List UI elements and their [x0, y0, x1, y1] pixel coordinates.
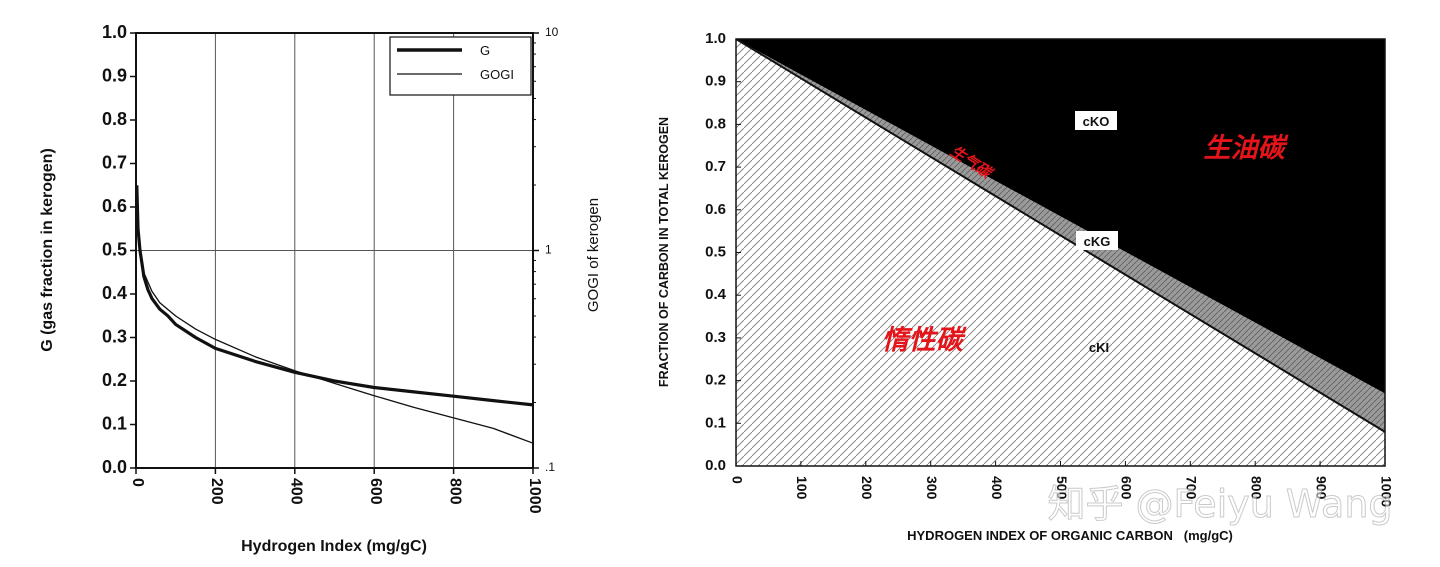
series-line-g — [135, 185, 534, 407]
y2-tick-label: .1 — [545, 460, 555, 474]
x-tick-label: 600 — [367, 478, 384, 505]
y-tick-label: 0.9 — [102, 65, 127, 85]
y-tick-label: 0.2 — [705, 372, 726, 389]
y-tick-label: 0.2 — [102, 370, 127, 390]
y-tick-label: 0.8 — [705, 115, 726, 132]
y2-tick-label: 1 — [545, 243, 552, 257]
label-oil-carbon: 生油碳 — [1204, 133, 1289, 164]
region-cki — [736, 39, 1385, 466]
label-ckg-text: cKG — [1084, 234, 1111, 249]
x-tick-label: 1000 — [526, 478, 543, 514]
x-tick-label: 1000 — [1378, 476, 1394, 507]
x-tick-label: 200 — [208, 478, 225, 505]
legend-label-g: G — [480, 43, 490, 58]
x-tick-label: 200 — [859, 476, 875, 500]
x-tick-label: 100 — [794, 476, 810, 500]
x-tick-label: 900 — [1313, 476, 1329, 500]
label-cko-text: cKO — [1083, 114, 1110, 129]
label-ckg-bg — [1076, 231, 1118, 250]
y-tick-label: 0.6 — [102, 196, 127, 216]
y-tick-label: 0.7 — [705, 158, 726, 175]
right-x-ticks: 0 100 200 300 400 500 600 700 800 900 1000 — [729, 461, 1394, 507]
label-inert-carbon: 惰性碳 — [882, 325, 967, 356]
right-y-ticks: 0.0 0.1 0.2 0.3 0.4 0.5 0.6 0.7 0.8 0.9 1.0 — [705, 30, 741, 474]
label-cko-bg — [1075, 111, 1117, 130]
label-cko: cKO — [1075, 111, 1117, 130]
left-y2-ticks: 101.1 — [533, 25, 559, 474]
left-y2-axis-title: GOGI of kerogen — [585, 198, 602, 312]
x-tick-label: 400 — [288, 478, 305, 505]
y-tick-label: 0.4 — [705, 286, 727, 303]
right-x-axis-title: HYDROGEN INDEX OF ORGANIC CARBON (mg/gC) — [907, 528, 1233, 543]
label-ckg: cKG — [1076, 231, 1118, 250]
left-series — [135, 185, 534, 444]
y-tick-label: 0.0 — [705, 457, 726, 474]
legend: G GOGI — [389, 36, 532, 96]
y-tick-label: 0.3 — [705, 329, 726, 346]
x-tick-label: 700 — [1184, 476, 1200, 500]
y-tick-label: 0.1 — [705, 414, 726, 431]
label-cki: cKI — [1089, 340, 1109, 355]
y-tick-label: 0.5 — [102, 239, 127, 259]
y-tick-label: 1.0 — [705, 30, 726, 47]
y2-tick-label: 10 — [545, 25, 559, 39]
x-tick-label: 0 — [729, 476, 745, 484]
y-tick-label: 0.6 — [705, 201, 726, 218]
x-tick-label: 400 — [989, 476, 1005, 500]
y-tick-label: 0.7 — [102, 152, 127, 172]
right-chart: 0 100 200 300 400 500 600 700 800 900 1000 0.00.10… — [657, 30, 1394, 543]
x-tick-label: 0 — [129, 478, 146, 487]
y-tick-label: 0.9 — [705, 73, 726, 90]
left-x-ticks: 0 200 400 600 800 1000 — [129, 468, 543, 514]
boundary-cki — [735, 38, 1386, 433]
left-chart: 0 200 400 600 800 1000 0.00.10.20.30.40.50.60… — [39, 22, 602, 555]
watermark: 知乎 @Feiyu Wang — [1047, 482, 1392, 526]
y-tick-label: 0.3 — [102, 326, 127, 346]
left-y-axis-title: G (gas fraction in kerogen) — [39, 148, 56, 352]
left-grid — [136, 33, 533, 468]
left-x-axis-title: Hydrogen Index (mg/gC) — [241, 538, 427, 555]
y-tick-label: 0.4 — [102, 283, 127, 303]
x-tick-label: 500 — [1054, 476, 1070, 500]
series-line-gogi — [137, 231, 534, 444]
y-tick-label: 0.5 — [705, 243, 726, 260]
x-tick-label: 600 — [1119, 476, 1135, 500]
y-tick-label: 0.8 — [102, 109, 127, 129]
legend-box — [389, 36, 532, 96]
y-tick-label: 0.1 — [102, 413, 127, 433]
x-tick-label: 300 — [924, 476, 940, 500]
y-tick-label: 0.0 — [102, 457, 127, 477]
right-y-axis-title: FRACTION OF CARBON IN TOTAL KEROGEN — [657, 117, 671, 387]
legend-label-gogi: GOGI — [480, 67, 514, 82]
y-tick-label: 1.0 — [102, 22, 127, 42]
x-tick-label: 800 — [1248, 476, 1264, 500]
right-regions — [735, 38, 1386, 466]
left-y-ticks: 0.0 0.1 0.2 0.3 0.4 0.5 0.6 0.7 0.8 0.9 1.0 — [102, 22, 136, 477]
x-tick-label: 800 — [446, 478, 463, 505]
